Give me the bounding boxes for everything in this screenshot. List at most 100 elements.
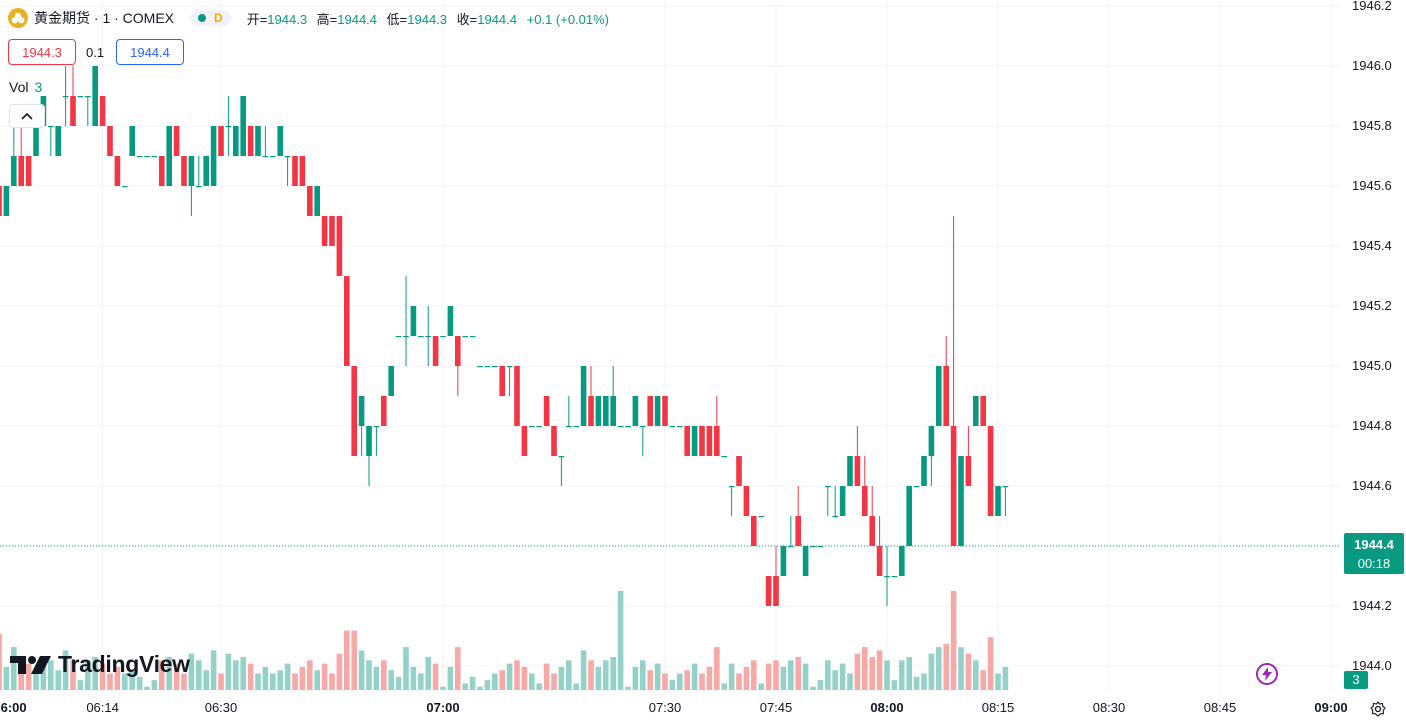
candle-body [181,156,187,186]
volume-bar [455,647,461,690]
chart-settings-button[interactable] [1368,699,1388,719]
volume-bar [1002,666,1009,690]
candle-body [640,426,646,428]
price-tick-label: 1945.6 [1352,178,1392,193]
volume-bar [344,630,350,690]
volume-bar [869,657,875,690]
market-status-badge[interactable]: D [190,10,231,26]
time-tick-label: 08:00 [870,700,904,715]
price-chart[interactable] [0,0,1340,693]
tradingview-logo[interactable]: TradingView [10,651,190,678]
candle-body [403,336,409,338]
time-tick-label: 07:00 [426,700,460,715]
buy-button[interactable]: 1944.4 [116,39,184,65]
volume-bar [99,663,106,690]
candle-body [11,156,17,186]
candle-body [307,186,313,216]
candle-body [492,366,498,368]
candle-body [77,96,84,98]
candle-body [410,306,417,336]
volume-bar [817,680,824,690]
volume-bar [862,647,868,690]
volume-bar [299,666,306,690]
volume-bar [432,663,439,690]
candle-body [654,396,661,426]
volume-bar [218,673,224,690]
candle-body [825,486,831,488]
chevron-up-icon [21,112,33,120]
collapse-indicators-button[interactable] [9,104,45,128]
candle-body [270,156,276,158]
volume-bar [321,663,328,690]
close-key: 收= [456,11,478,27]
candle-body [580,366,587,426]
volume-bar [610,657,616,690]
volume-bar [514,660,520,690]
high-value: 1944.4 [337,11,378,27]
candle-body [0,186,2,216]
volume-bar [773,660,779,690]
chart-canvas[interactable] [0,0,1340,693]
volume-bar [3,666,10,690]
volume-bar [699,673,705,690]
candle-body [847,456,853,486]
volume-bar [255,673,261,690]
candle-body [958,456,964,546]
candle-body [240,96,246,156]
candle-body [662,396,668,426]
candle-body [114,156,121,186]
candle-body [529,426,535,428]
flash-button[interactable] [1256,663,1278,685]
candle-body [107,126,113,156]
candle-body [129,126,135,156]
candle-body [18,156,24,186]
candle-body [810,546,816,548]
sell-button[interactable]: 1944.3 [8,39,76,65]
volume-bar [262,666,269,690]
volume-bar [691,663,698,690]
volume-bar [292,673,298,690]
volume-bar [573,683,579,690]
volume-bar [0,633,2,690]
candle-body [839,486,846,516]
delayed-indicator: D [214,11,223,25]
open-value: 1944.3 [267,11,308,27]
candle-body [677,426,683,428]
volume-bar [617,591,624,690]
symbol-title[interactable]: 黄金期货 · 1 · COMEX [34,10,175,26]
low-key: 低= [386,11,408,27]
candle-body [388,366,394,396]
volume-bar [366,660,372,690]
candle-body [973,396,979,426]
candle-body [758,516,764,518]
candle-body [85,96,91,98]
volume-bar [329,673,335,690]
volume-bar [876,650,883,690]
candle-body [906,486,912,546]
candle-body [418,336,424,338]
volume-bar [477,686,483,690]
volume-bar [506,663,513,690]
volume-legend[interactable]: Vol 3 [9,79,42,95]
volume-bar [677,673,683,690]
volume-label: Vol [9,79,29,95]
candle-body [854,456,861,486]
volume-bar [758,683,764,690]
volume-bar [233,660,239,690]
volume-bar [943,643,949,690]
candle-body [965,456,972,486]
candle-body [484,366,491,368]
candle-body [773,576,779,606]
candle-body [751,516,757,546]
volume-bar [743,666,750,690]
time-tick-label: 07:30 [648,700,682,715]
volume-bar [373,666,380,690]
volume-bar [240,657,246,690]
candle-body [558,456,565,458]
volume-bar [958,647,964,690]
candle-body [603,396,609,426]
flash-icon [1262,667,1272,681]
volume-bar [25,663,32,690]
gear-icon [1370,701,1386,717]
candle-body [943,366,949,426]
